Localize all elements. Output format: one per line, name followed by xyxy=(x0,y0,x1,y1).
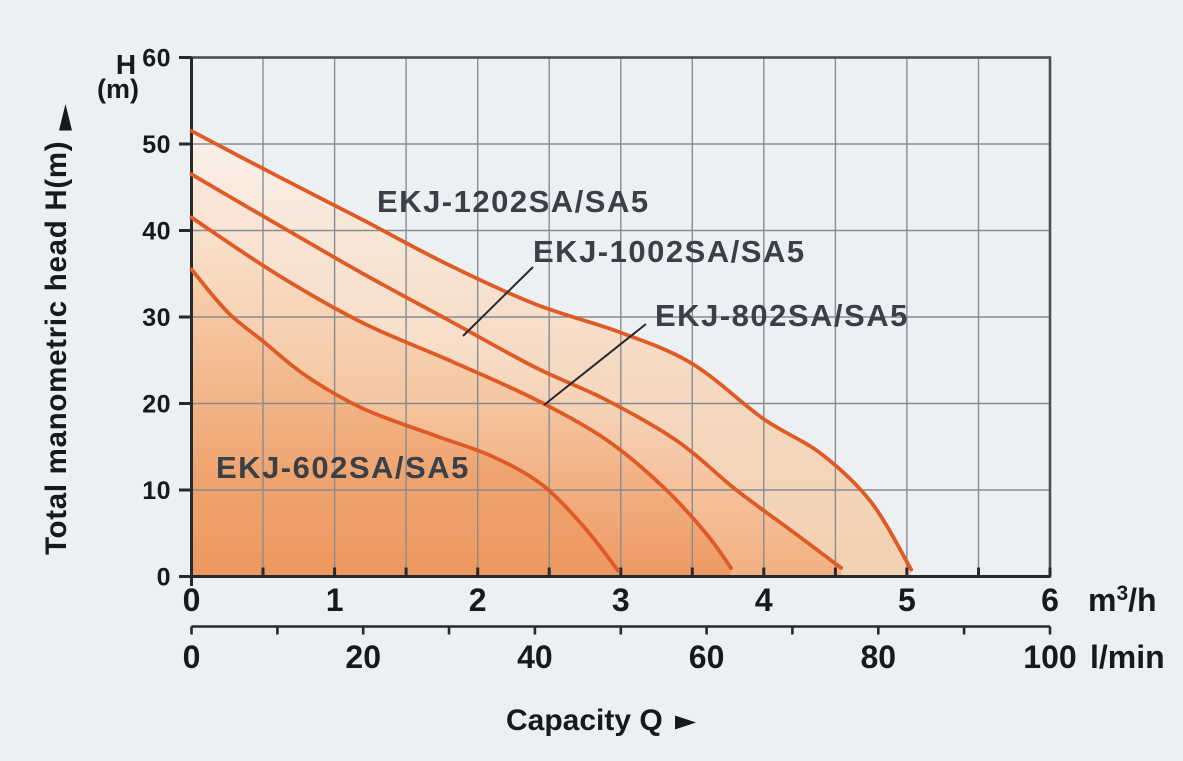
svg-text:l/min: l/min xyxy=(1090,639,1165,675)
svg-text:6: 6 xyxy=(1041,582,1059,618)
svg-text:EKJ-1002SA/SA5: EKJ-1002SA/SA5 xyxy=(533,234,806,269)
svg-text:5: 5 xyxy=(898,582,916,618)
svg-text:0: 0 xyxy=(183,639,201,675)
svg-text:EKJ-602SA/SA5: EKJ-602SA/SA5 xyxy=(216,450,470,485)
svg-text:2: 2 xyxy=(469,582,487,618)
svg-text:3: 3 xyxy=(612,582,630,618)
svg-text:80: 80 xyxy=(861,639,897,675)
svg-text:Total manometric head H(m): Total manometric head H(m) xyxy=(40,141,73,555)
svg-text:60: 60 xyxy=(142,45,171,73)
svg-text:1: 1 xyxy=(326,582,344,618)
svg-text:(m): (m) xyxy=(97,74,139,104)
svg-text:Capacity Q: Capacity Q xyxy=(506,704,663,737)
svg-text:0: 0 xyxy=(183,582,201,618)
svg-text:4: 4 xyxy=(755,582,773,618)
svg-text:60: 60 xyxy=(689,639,725,675)
svg-text:10: 10 xyxy=(142,477,171,505)
svg-text:100: 100 xyxy=(1023,639,1076,675)
svg-text:EKJ-802SA/SA5: EKJ-802SA/SA5 xyxy=(655,298,909,333)
svg-text:20: 20 xyxy=(142,391,171,419)
svg-text:20: 20 xyxy=(345,639,381,675)
svg-text:30: 30 xyxy=(142,304,171,332)
svg-text:40: 40 xyxy=(142,218,171,246)
svg-text:EKJ-1202SA/SA5: EKJ-1202SA/SA5 xyxy=(377,184,650,219)
svg-text:H: H xyxy=(116,49,136,80)
svg-text:50: 50 xyxy=(142,131,171,159)
svg-text:40: 40 xyxy=(517,639,553,675)
svg-text:0: 0 xyxy=(157,564,171,592)
